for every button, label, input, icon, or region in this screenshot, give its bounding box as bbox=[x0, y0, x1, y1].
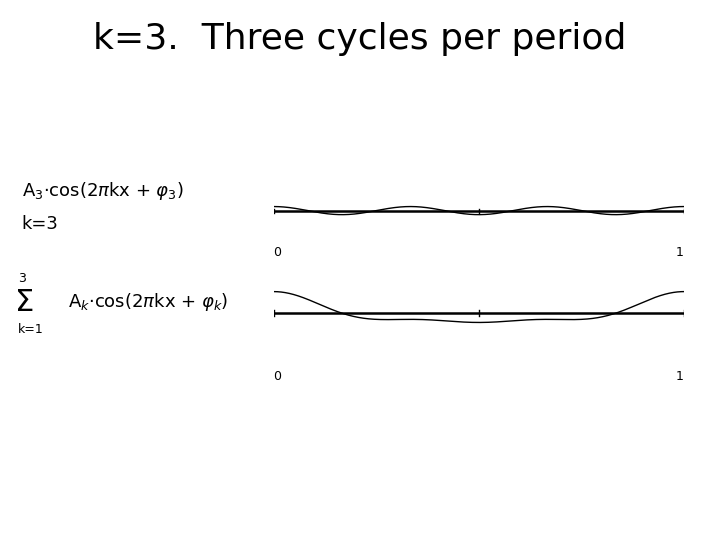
Text: A$_3$·cos(2$\pi$kx + $\varphi_3$): A$_3$·cos(2$\pi$kx + $\varphi_3$) bbox=[22, 180, 184, 202]
Text: A$_k$·cos(2$\pi$kx + $\varphi_k$): A$_k$·cos(2$\pi$kx + $\varphi_k$) bbox=[68, 292, 229, 313]
Text: 0: 0 bbox=[274, 370, 282, 383]
Text: 1: 1 bbox=[676, 246, 684, 259]
Text: $\Sigma$: $\Sigma$ bbox=[14, 288, 34, 317]
Text: 3: 3 bbox=[18, 272, 26, 285]
Text: 1: 1 bbox=[676, 370, 684, 383]
Text: k=1: k=1 bbox=[18, 323, 44, 336]
Text: 0: 0 bbox=[274, 246, 282, 259]
Text: k=3: k=3 bbox=[22, 214, 58, 233]
Text: k=3.  Three cycles per period: k=3. Three cycles per period bbox=[94, 22, 626, 56]
